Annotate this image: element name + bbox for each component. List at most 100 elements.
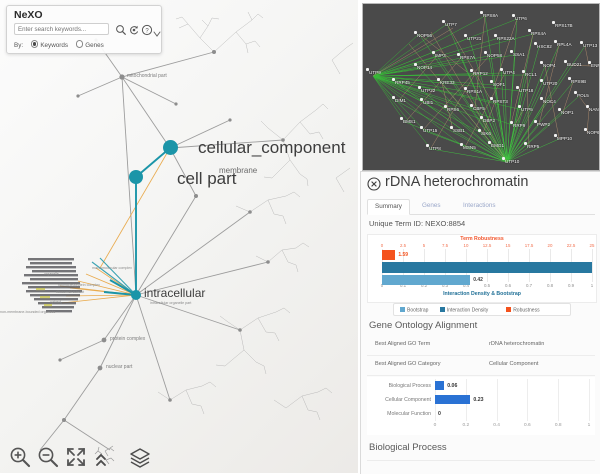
gene-node[interactable] (524, 142, 527, 145)
app-title: NeXO (14, 9, 43, 21)
radio-keywords[interactable] (30, 40, 39, 48)
tab-summary[interactable]: Summary (367, 199, 410, 215)
gene-node[interactable] (442, 20, 445, 23)
go-chart-tick: 0.4 (493, 423, 500, 428)
gene-node[interactable] (400, 117, 403, 120)
gene-node[interactable] (500, 68, 503, 71)
close-circle-icon[interactable] (367, 177, 381, 191)
legend-item[interactable]: Interaction Density (439, 306, 488, 313)
radio-genes[interactable] (75, 40, 84, 48)
canvas-toolbar[interactable] (0, 442, 358, 473)
search-mode-row[interactable]: By: Keywords Genes (14, 40, 110, 49)
gene-node[interactable] (494, 34, 497, 37)
legend-swatch (506, 306, 512, 312)
gene-node[interactable] (534, 42, 537, 45)
gene-node[interactable] (512, 14, 515, 17)
gene-node[interactable] (437, 78, 440, 81)
gene-node[interactable] (392, 78, 395, 81)
refresh-icon[interactable] (128, 23, 140, 35)
gene-node[interactable] (516, 86, 519, 89)
gene-node[interactable] (510, 50, 513, 53)
chevron-down-icon[interactable] (153, 25, 161, 37)
fit-screen-icon[interactable] (64, 445, 88, 469)
gene-node[interactable] (568, 77, 571, 80)
tree-node-cell-part[interactable] (129, 170, 143, 184)
gene-node[interactable] (480, 11, 483, 14)
gene-interaction-network[interactable]: UTP9 NOP56 UTP7 RPS8A UTP6 RPS17B UTP21 RPS22A R… (362, 3, 600, 171)
chart-bar[interactable] (382, 262, 592, 273)
help-icon[interactable]: ? (141, 23, 153, 36)
gene-node[interactable] (444, 105, 447, 108)
info-tabs[interactable]: Summary Genes Interactions (367, 199, 595, 215)
gene-node[interactable] (457, 53, 460, 56)
gene-node[interactable] (432, 51, 435, 54)
chart-top-tick: 25 (589, 243, 595, 248)
chart-bottom-tick: 0.4 (462, 283, 470, 288)
gene-node[interactable] (418, 86, 421, 89)
gene-node[interactable] (414, 31, 417, 34)
go-chart-category-label: Cellular Component (385, 397, 431, 403)
term-info-panel: rDNA heterochromatin Summary Genes Inter… (360, 171, 600, 474)
chart-bottom-tick: 0.5 (483, 283, 491, 288)
gene-node[interactable] (484, 51, 487, 54)
tab-interactions[interactable]: Interactions (463, 202, 496, 209)
chart-top-tick: 22.5 (566, 243, 576, 248)
gene-node[interactable] (540, 97, 543, 100)
gene-node[interactable] (470, 69, 473, 72)
chevrons-up-icon[interactable] (92, 445, 116, 469)
gene-node[interactable] (554, 134, 557, 137)
gene-node[interactable] (564, 60, 567, 63)
gene-node[interactable] (366, 68, 369, 71)
gene-node[interactable] (490, 97, 493, 100)
ontology-tree-canvas[interactable]: cellular_component cell part intracellul… (0, 0, 358, 473)
gene-node[interactable] (528, 29, 531, 32)
gene-node[interactable] (392, 96, 395, 99)
gene-node[interactable] (558, 108, 561, 111)
gene-node[interactable] (502, 157, 505, 160)
tab-genes[interactable]: Genes (422, 202, 441, 209)
chart-bar[interactable] (382, 250, 396, 260)
gene-node[interactable] (464, 34, 467, 37)
legend-item[interactable]: Robustness (506, 306, 540, 313)
gene-node[interactable] (480, 116, 483, 119)
zoom-out-icon[interactable] (36, 445, 60, 469)
go-chart-bar[interactable] (435, 381, 445, 390)
zoom-in-icon[interactable] (8, 445, 32, 469)
gene-node[interactable] (470, 104, 473, 107)
gene-node[interactable] (488, 141, 491, 144)
gene-node[interactable] (552, 21, 555, 24)
chart-bar[interactable] (382, 275, 471, 285)
gene-node[interactable] (522, 70, 525, 73)
legend-item[interactable]: Bootstrap (400, 306, 428, 313)
gene-node[interactable] (414, 63, 417, 66)
gene-node[interactable] (588, 61, 591, 64)
gene-node[interactable] (464, 87, 467, 90)
gene-node[interactable] (490, 80, 493, 83)
tree-node-intracellular[interactable] (131, 290, 141, 300)
gene-node[interactable] (420, 126, 423, 129)
gene-node[interactable] (586, 105, 589, 108)
go-chart-bar[interactable] (435, 395, 471, 404)
gene-node[interactable] (460, 143, 463, 146)
layers-icon[interactable] (128, 445, 152, 469)
search-panel[interactable]: NeXO ? (6, 5, 162, 54)
gene-node[interactable] (426, 144, 429, 147)
gene-node[interactable] (584, 128, 587, 131)
go-chart-category-label: Biological Process (388, 383, 431, 389)
chart-bottom-axis-title: Interaction Density & Bootstrap (443, 291, 521, 297)
gene-node[interactable] (478, 129, 481, 132)
gene-node[interactable] (510, 121, 513, 124)
gene-node[interactable] (540, 61, 543, 64)
gene-node[interactable] (554, 40, 557, 43)
gene-node[interactable] (534, 120, 537, 123)
tree-node-cellular-component[interactable] (163, 140, 178, 155)
gene-node[interactable] (540, 79, 543, 82)
gene-node[interactable] (518, 105, 521, 108)
search-icon[interactable] (115, 23, 127, 35)
legend-label: Robustness (513, 307, 540, 313)
gene-node[interactable] (574, 91, 577, 94)
search-input[interactable] (14, 23, 109, 35)
gene-node[interactable] (450, 126, 453, 129)
gene-node[interactable] (580, 41, 583, 44)
gene-node[interactable] (420, 98, 423, 101)
